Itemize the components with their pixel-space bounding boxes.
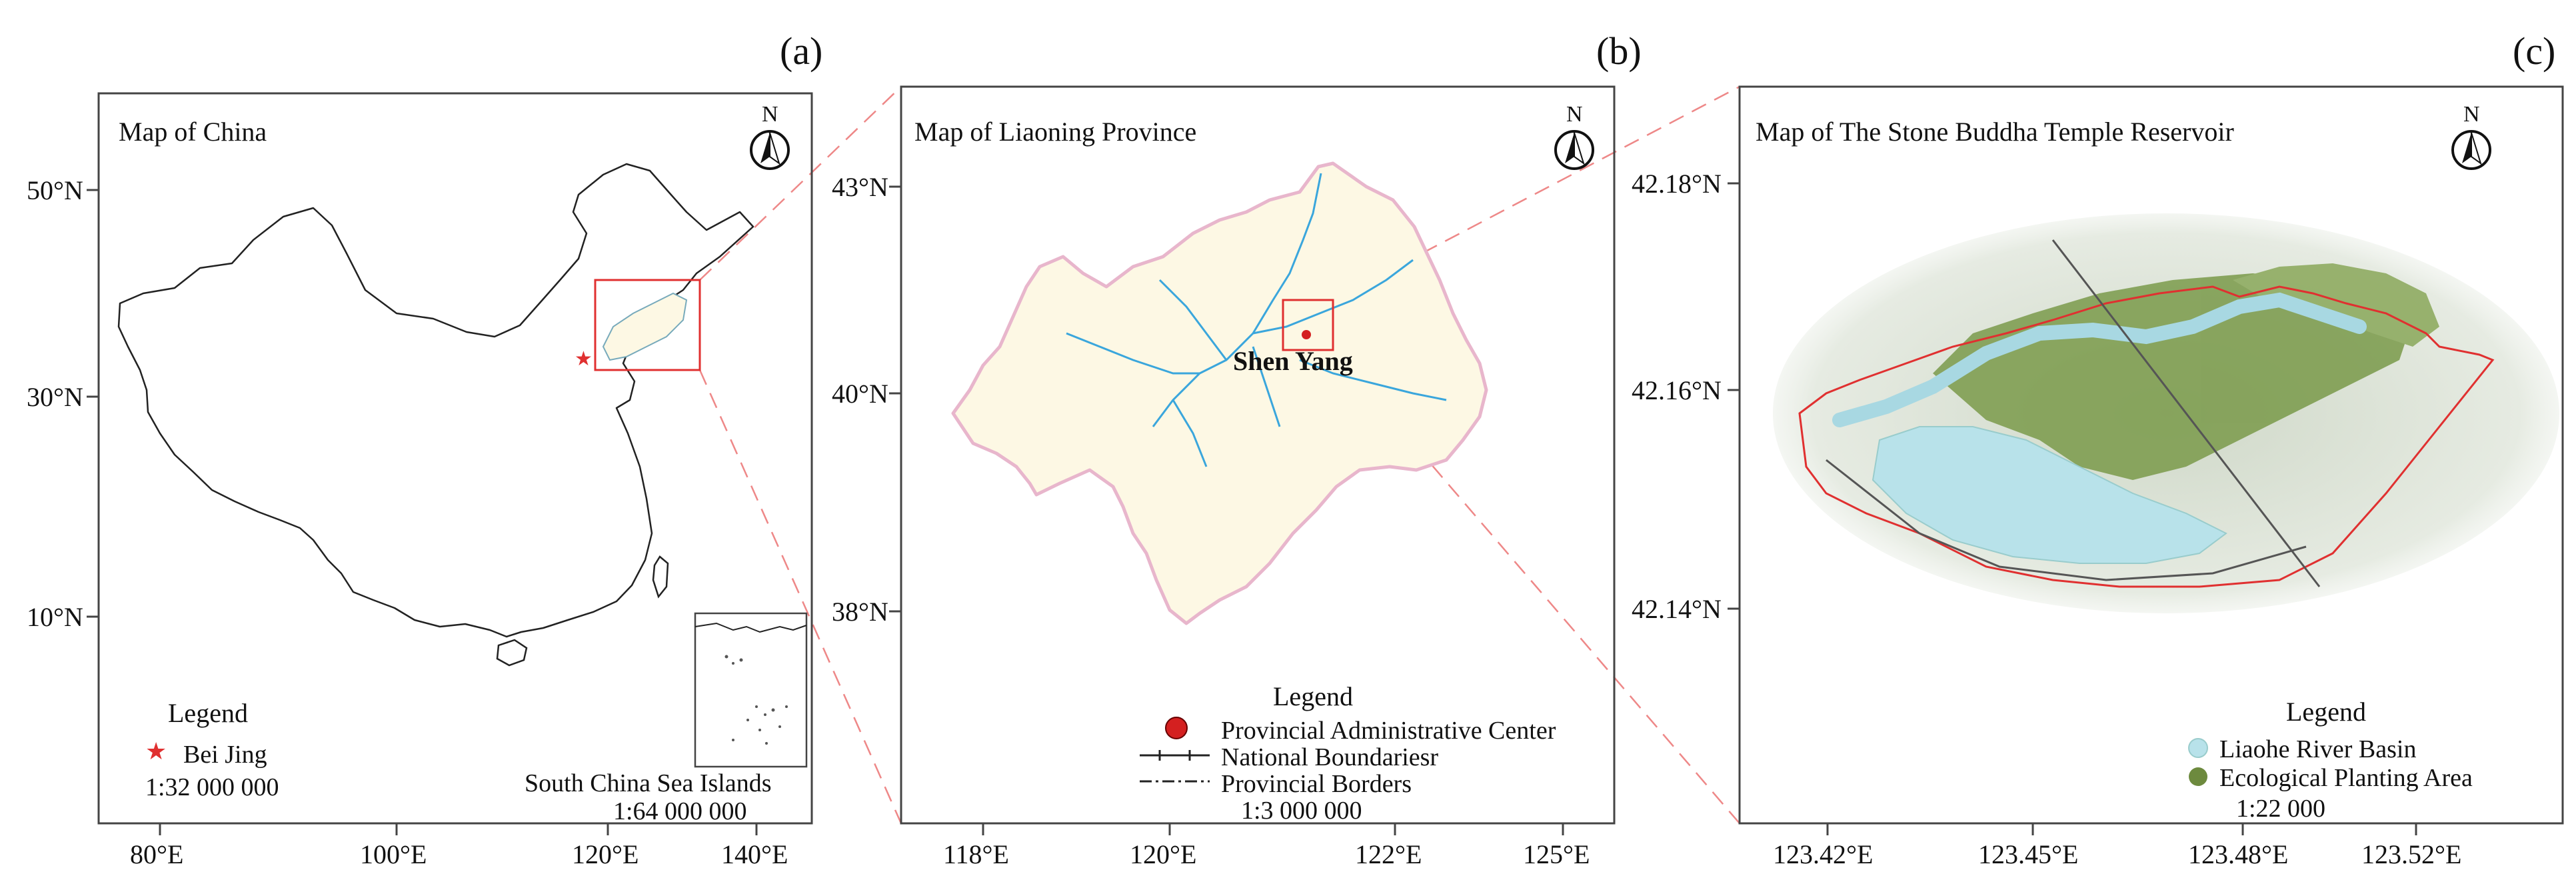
- panel-b-highlight-box: [1282, 299, 1334, 351]
- north-arrow-a: [750, 130, 790, 170]
- panel-a-title: Map of China: [119, 117, 267, 147]
- panel-b-ytick-40: 40°N: [832, 379, 888, 409]
- panel-c-legend-river: Liaohe River Basin: [2219, 735, 2417, 763]
- panel-c-legend-planting: Ecological Planting Area: [2219, 764, 2473, 792]
- panel-a-xtick-140: 140°E: [721, 839, 788, 869]
- shenyang-marker-icon: [1302, 330, 1311, 339]
- panel-b-legend-provincial: Provincial Borders: [1221, 770, 1412, 798]
- panel-c-ytick-4218: 42.18°N: [1632, 169, 1722, 199]
- panel-letter-a: (a): [780, 29, 823, 73]
- liaohe-river-channel: [1832, 292, 2367, 427]
- panel-c-ytick-4214: 42.14°N: [1632, 594, 1722, 624]
- panel-letter-b: (b): [1596, 29, 1642, 73]
- liaoning-mini: [602, 292, 688, 361]
- panel-b-ytick-38: 38°N: [832, 597, 888, 627]
- panel-c-xtick-12342: 123.42°E: [1773, 839, 1874, 869]
- panel-a-frame: [97, 92, 813, 825]
- panel-a-ytick-30: 30°N: [27, 382, 83, 412]
- study-area-boundary: [1798, 285, 2495, 588]
- north-label-a: N: [762, 102, 778, 127]
- light-blue-dot-icon: [2188, 738, 2208, 758]
- panel-b-xtick-125: 125°E: [1523, 839, 1590, 869]
- north-arrow-c: [2451, 130, 2491, 170]
- panel-b-xtick-122: 122°E: [1355, 839, 1422, 869]
- panel-a-ytick-50: 50°N: [27, 175, 83, 205]
- scs-inset-scale: 1:64 000 000: [613, 797, 747, 825]
- panel-a-highlight-box: [594, 279, 701, 371]
- embankment-lines: [1826, 239, 2321, 587]
- panel-a-xtick-100: 100°E: [360, 839, 427, 869]
- panel-a-legend-heading: Legend: [168, 698, 248, 728]
- panel-b-title: Map of Liaoning Province: [914, 117, 1197, 147]
- panel-c-ytick-4216: 42.16°N: [1632, 375, 1722, 405]
- panel-a-xtick-80: 80°E: [130, 839, 184, 869]
- panel-b-legend-center: Provincial Administrative Center: [1221, 717, 1556, 745]
- legend-star-icon: ★: [145, 738, 167, 765]
- panel-c-xtick-12348: 123.48°E: [2188, 839, 2289, 869]
- liaoning-province: [951, 161, 1488, 625]
- north-label-c: N: [2463, 102, 2480, 127]
- panel-c-legend-heading: Legend: [2286, 697, 2366, 727]
- panel-b-frame: [900, 85, 1616, 825]
- panel-b-ytick-43: 43°N: [832, 172, 888, 202]
- panel-b-legend-scale: 1:3 000 000: [1241, 797, 1362, 825]
- reservoir-water: [1872, 426, 2227, 564]
- planting-area: [1933, 263, 2439, 480]
- panel-c-xtick-12345: 123.45°E: [1978, 839, 2079, 869]
- panel-a-ticks: [87, 189, 758, 835]
- beijing-star-icon: ★: [575, 347, 593, 371]
- green-dot-icon: [2189, 767, 2207, 786]
- panel-b-ticks: [889, 185, 1564, 835]
- panel-b-legend-national: National Boundariesr: [1221, 743, 1439, 771]
- panel-c-legend-scale: 1:22 000: [2236, 795, 2326, 823]
- panel-b-xtick-120: 120°E: [1130, 839, 1197, 869]
- north-arrow-b: [1554, 130, 1594, 170]
- panel-a-legend-scale: 1:32 000 000: [145, 773, 279, 801]
- scs-inset-coast: [694, 622, 807, 633]
- panel-c-frame: [1738, 85, 2564, 825]
- panel-a-ytick-10: 10°N: [27, 602, 83, 632]
- taiwan-island: [652, 555, 669, 599]
- scs-inset-islands: [724, 655, 788, 745]
- scs-inset-frame: [694, 612, 808, 768]
- panel-a-legend-beijing: Bei Jing: [183, 741, 267, 769]
- scs-inset-label: South China Sea Islands: [525, 769, 772, 797]
- panel-c-title: Map of The Stone Buddha Temple Reservoir: [1756, 117, 2234, 147]
- panel-c-xtick-12352: 123.52°E: [2361, 839, 2462, 869]
- national-boundary-line-icon: [1140, 750, 1210, 761]
- panel-c-ticks: [1728, 182, 2417, 835]
- panel-b-xtick-118: 118°E: [943, 839, 1009, 869]
- hainan-island: [496, 639, 528, 667]
- panel-a-xtick-120: 120°E: [572, 839, 639, 869]
- red-dot-icon: [1165, 717, 1188, 739]
- panel-letter-c: (c): [2513, 29, 2556, 73]
- north-label-b: N: [1566, 102, 1583, 127]
- zoom-lines-a-b: [698, 86, 902, 824]
- panel-b-legend-heading: Legend: [1273, 681, 1353, 711]
- liaoning-rivers: [1066, 173, 1447, 467]
- shenyang-label: Shen Yang: [1233, 346, 1353, 376]
